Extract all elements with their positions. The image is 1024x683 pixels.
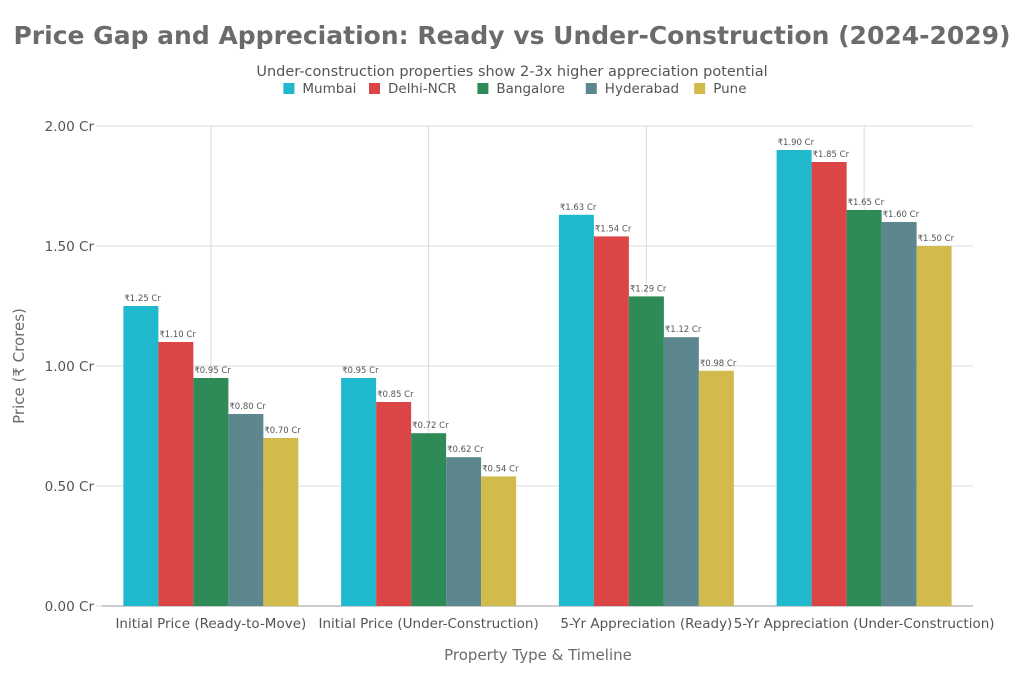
y-axis-title: Price (₹ Crores) [10,308,28,424]
bar-value-label: ₹1.54 Cr [595,224,632,234]
bars [123,150,952,607]
bar-value-label: ₹0.62 Cr [447,445,484,455]
legend-swatch [694,83,706,94]
data-labels: ₹1.25 Cr ₹1.10 Cr ₹0.95 Cr ₹0.80 Cr ₹0.70 Cr… [124,138,954,474]
legend-label: Delhi-NCR [388,81,457,97]
bar-hyderabad [446,457,482,606]
bar-mumbai [558,214,594,607]
bar-bangalore [846,210,882,606]
x-axis-categories: Initial Price (Ready-to-Move) Initial Pri… [115,616,994,632]
y-tick-label: 2.00 Cr [45,119,95,135]
bar-value-label: ₹0.95 Cr [342,366,379,376]
x-category-label: 5-Yr Appreciation (Under-Construction) [734,616,995,632]
bar-value-label: ₹0.98 Cr [700,359,737,369]
bar-value-label: ₹1.50 Cr [918,234,955,244]
bar-value-label: ₹1.29 Cr [630,284,667,294]
y-tick-label: 1.00 Cr [45,359,95,375]
bar-value-label: ₹1.12 Cr [665,325,702,335]
x-category-label: Initial Price (Ready-to-Move) [115,616,306,632]
bar-bangalore [411,433,447,606]
y-tick-label: 0.00 Cr [45,599,95,615]
bar-delhi-ncr [158,342,194,606]
bar-hyderabad [881,222,917,606]
bar-value-label: ₹0.72 Cr [412,421,449,431]
bar-value-label: ₹1.60 Cr [883,210,920,220]
bar-value-label: ₹1.25 Cr [124,294,161,304]
y-tick-label: 1.50 Cr [45,239,95,255]
legend-swatch [283,83,295,94]
legend-swatch [477,83,489,94]
bar-delhi-ncr [376,402,412,606]
bar-value-label: ₹0.80 Cr [229,402,266,412]
bar-value-label: ₹0.70 Cr [264,426,301,436]
chart-subtitle: Under-construction properties show 2-3x … [256,64,767,80]
legend-label: Pune [713,81,746,97]
x-axis-title: Property Type & Timeline [444,646,632,664]
x-category-label: 5-Yr Appreciation (Ready) [560,616,732,632]
bar-bangalore [628,296,664,606]
bar-mumbai [341,378,377,606]
bar-value-label: ₹1.90 Cr [778,138,815,148]
legend-swatch [369,83,380,94]
legend-label: Bangalore [496,81,565,97]
bar-delhi-ncr [593,236,629,606]
bar-hyderabad [228,414,264,606]
bar-mumbai [123,306,159,606]
legend-swatch [585,83,597,94]
bar-value-label: ₹0.85 Cr [377,390,414,400]
bar-delhi-ncr [811,162,847,606]
bar-pune [698,370,734,606]
x-category-label: Initial Price (Under-Construction) [319,616,539,632]
bar-hyderabad [663,337,699,606]
bar-value-label: ₹1.65 Cr [848,198,885,208]
bar-pune [916,246,952,606]
bar-bangalore [193,378,229,606]
bar-value-label: ₹0.54 Cr [482,464,519,474]
y-tick-label: 0.50 Cr [45,479,95,495]
legend-label: Mumbai [302,81,356,97]
bar-value-label: ₹0.95 Cr [194,366,231,376]
bar-value-label: ₹1.85 Cr [813,150,850,160]
chart-title: Price Gap and Appreciation: Ready vs Und… [13,21,1010,50]
bar-value-label: ₹1.10 Cr [159,330,196,340]
bar-pune [263,438,299,606]
legend: Mumbai Delhi-NCR Bangalore Hyderabad Pune [283,81,747,97]
bar-mumbai [776,150,812,606]
bar-pune [481,476,517,606]
legend-label: Hyderabad [605,81,679,97]
y-axis-ticks: 0.00 Cr 0.50 Cr 1.00 Cr 1.50 Cr 2.00 Cr [45,119,95,615]
bar-value-label: ₹1.63 Cr [560,203,597,213]
